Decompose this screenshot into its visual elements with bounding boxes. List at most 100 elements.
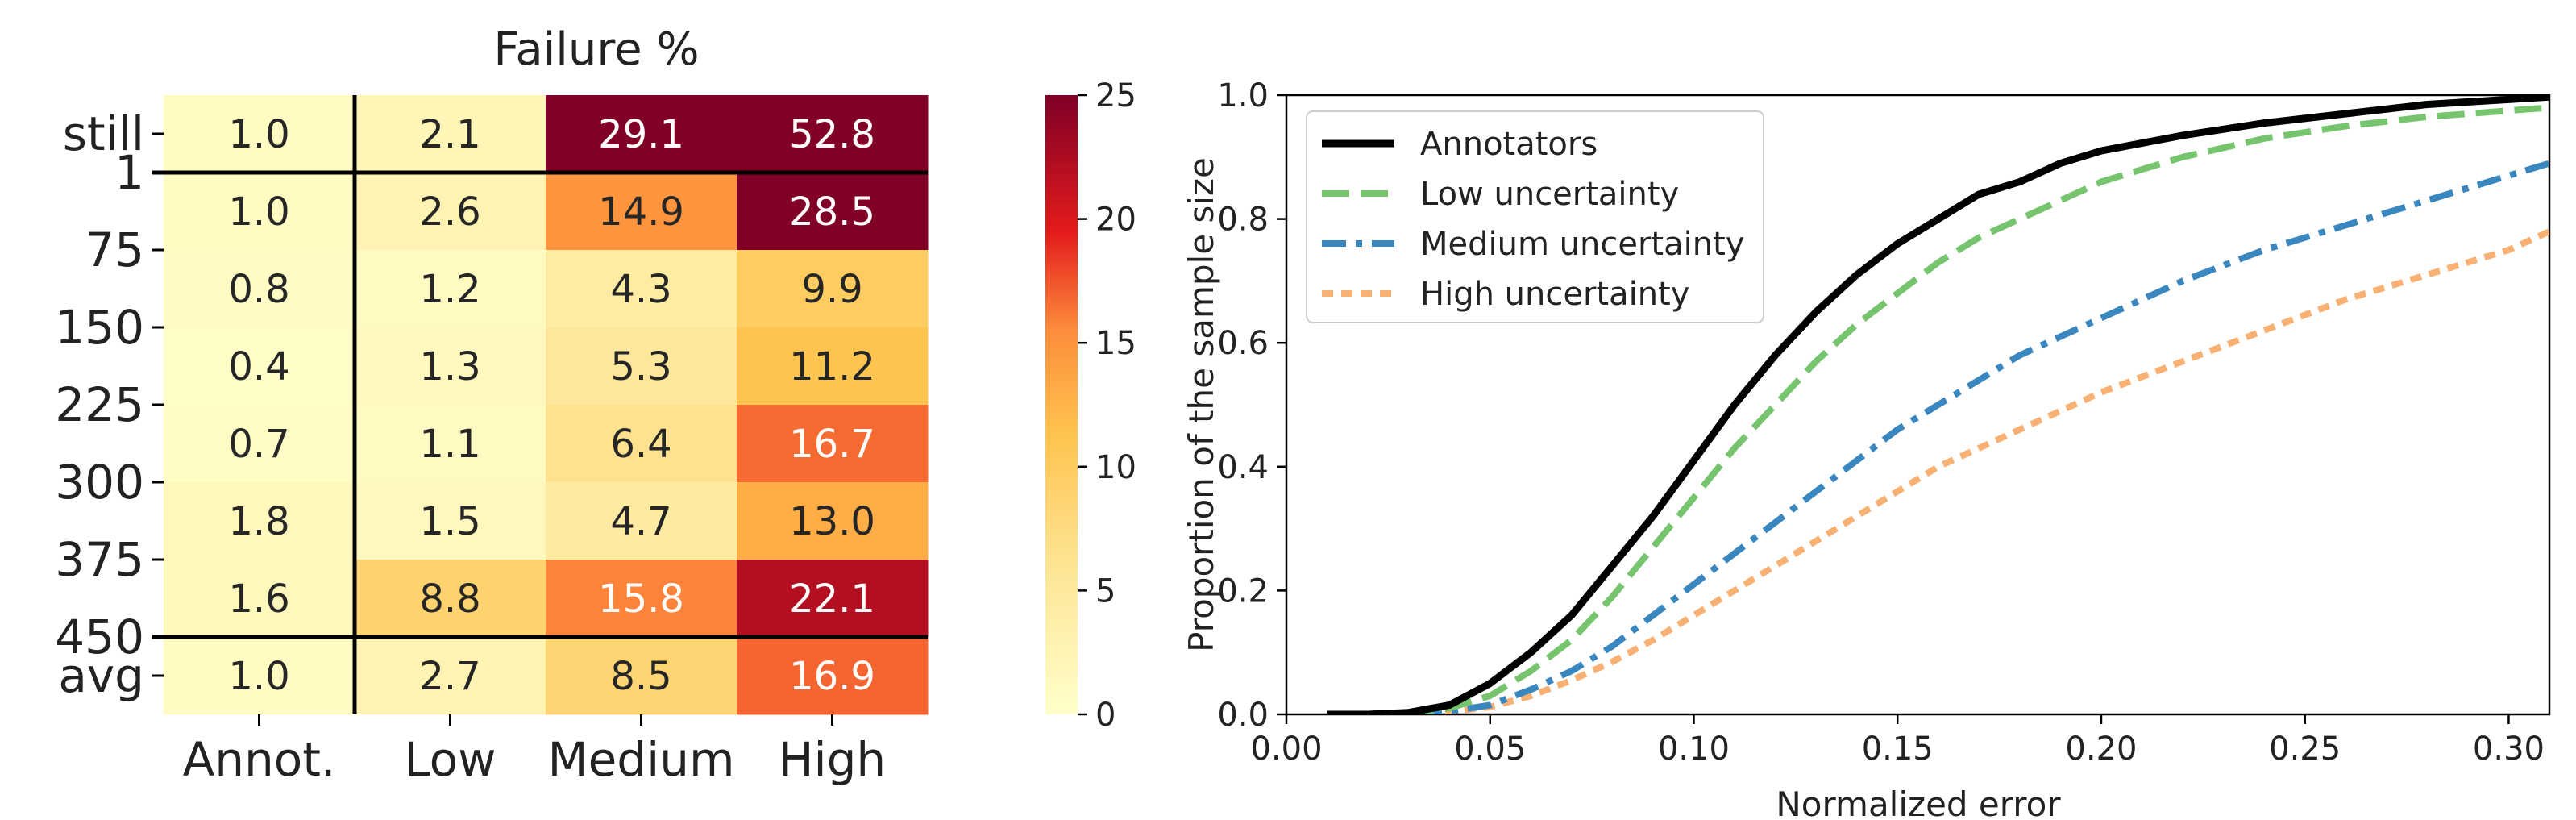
heatmap-title: Failure % — [493, 23, 699, 76]
heatmap-column-ticks: Annot. Low Medium High — [183, 714, 886, 787]
series-line-annotators — [1327, 95, 2549, 714]
heatmap-cell-label-r5-c0: 1.8 — [228, 499, 289, 544]
heatmap-cell-r1-c1 — [355, 173, 546, 251]
heatmap-cell-label-r3-c3: 11.2 — [789, 344, 875, 389]
heatmap-cell-r4-c2 — [546, 405, 737, 483]
y-tick-1.0: 1.0 — [1217, 77, 1269, 114]
heatmap-cell-r7-c1 — [355, 637, 546, 715]
legend-label-2: Medium uncertainty — [1420, 226, 1744, 263]
heatmap-cell-label-r2-c0: 0.8 — [228, 267, 289, 312]
heatmap-cell-r0-c0 — [164, 95, 355, 173]
colorbar-tick-15: 15 — [1095, 325, 1136, 362]
colorbar-tick-10: 10 — [1095, 449, 1136, 486]
heatmap-cell-r4-c3 — [737, 405, 929, 483]
x-tick-0.00: 0.00 — [1250, 731, 1322, 768]
heatmap-cell-r7-c2 — [546, 637, 737, 715]
heatmap-separators — [152, 95, 928, 714]
heatmap-cell-label-r1-c2: 14.9 — [598, 189, 684, 235]
heatmap-row-tick-150: 150 — [55, 300, 144, 355]
x-tick-0.20: 0.20 — [2065, 731, 2137, 768]
series-line-medium-uncertainty — [1368, 160, 2549, 714]
heatmap-row-tick-avg: avg — [58, 648, 144, 703]
heatmap-column-label-2: Medium — [548, 732, 735, 787]
heatmap-cell-label-r6-c1: 8.8 — [419, 576, 480, 622]
heatmap-cells — [164, 95, 929, 715]
heatmap-cell-label-r1-c1: 2.6 — [419, 189, 480, 235]
y-tick-0.2: 0.2 — [1217, 572, 1269, 610]
heatmap-cell-r2-c1 — [355, 250, 546, 328]
heatmap-cell-r7-c3 — [737, 637, 929, 715]
heatmap-cell-label-r5-c3: 13.0 — [789, 499, 875, 544]
line-chart: 0.00 0.05 0.10 0.15 0.20 0.25 0.30 0.00.20.40.… — [1182, 77, 2551, 820]
heatmap-cell-label-r4-c1: 1.1 — [419, 422, 480, 467]
colorbar-gradient — [1045, 95, 1078, 714]
heatmap-cell-label-r0-c1: 2.1 — [419, 112, 480, 157]
heatmap-row-tick-300: 300 — [55, 455, 144, 510]
x-tick-0.25: 0.25 — [2269, 731, 2341, 768]
heatmap-cell-r6-c2 — [546, 560, 737, 638]
x-tick-0.30: 0.30 — [2473, 731, 2545, 768]
heatmap-cell-r5-c3 — [737, 482, 929, 560]
heatmap-column-label-1: Low — [404, 732, 496, 787]
heatmap-cell-r3-c3 — [737, 327, 929, 406]
heatmap-cell-r2-c2 — [546, 250, 737, 328]
y-tick-0.6: 0.6 — [1217, 325, 1269, 362]
x-axis-label: Normalized error — [1776, 785, 2061, 820]
heatmap-cell-label-r7-c3: 16.9 — [789, 654, 875, 699]
heatmap-cell-label-r6-c3: 22.1 — [789, 576, 875, 622]
heatmap-cell-label-r2-c1: 1.2 — [419, 267, 480, 312]
heatmap-cell-label-r7-c0: 1.0 — [228, 654, 289, 699]
heatmap-cell-r1-c2 — [546, 173, 737, 251]
y-axis-label: Proportion of the sample size — [1182, 157, 1221, 652]
heatmap-cell-label-r0-c2: 29.1 — [598, 112, 684, 157]
heatmap-column-label-3: High — [779, 732, 886, 787]
heatmap-cell-r5-c2 — [546, 482, 737, 560]
heatmap-cell-r4-c0 — [164, 405, 355, 483]
heatmap-row-tick-75: 75 — [85, 223, 144, 277]
colorbar-tick-20: 20 — [1095, 202, 1136, 239]
heatmap-cell-r2-c3 — [737, 250, 929, 328]
heatmap-cell-r0-c2 — [546, 95, 737, 173]
heatmap-cell-label-r2-c2: 4.3 — [610, 267, 671, 312]
heatmap-cell-r4-c1 — [355, 405, 546, 483]
heatmap-cell-r1-c0 — [164, 173, 355, 251]
legend-label-1: Low uncertainty — [1420, 176, 1679, 213]
heatmap-cell-r6-c1 — [355, 560, 546, 638]
x-tick-0.05: 0.05 — [1454, 731, 1526, 768]
colorbar-tick-0: 0 — [1095, 697, 1116, 734]
series-lines — [1327, 95, 2549, 714]
colorbar: 0 5 10 15 20 25 — [1045, 77, 1136, 734]
heatmap-cell-r6-c3 — [737, 560, 929, 638]
heatmap-cell-label-r2-c3: 9.9 — [801, 267, 862, 312]
heatmap-cell-r2-c0 — [164, 250, 355, 328]
heatmap-cell-labels: 1.0 2.1 29.1 52.8 1.0 2.6 14.9 28.5 0.8 1.2 4.3 9.9… — [228, 112, 875, 699]
heatmap-row-tick-225: 225 — [55, 377, 144, 432]
legend-label-0: Annotators — [1420, 126, 1598, 163]
legend-items: Annotators Low uncertainty Medium uncertai… — [1322, 126, 1744, 313]
heatmap-cell-label-r6-c0: 1.6 — [228, 576, 289, 622]
heatmap-cell-label-r4-c0: 0.7 — [228, 422, 289, 467]
heatmap-cell-label-r1-c0: 1.0 — [228, 189, 289, 235]
y-tick-0.4: 0.4 — [1217, 449, 1269, 486]
heatmap-cell-label-r0-c3: 52.8 — [789, 112, 875, 157]
heatmap-cell-r3-c2 — [546, 327, 737, 406]
y-axis-ticks: 0.0 0.2 0.4 0.6 0.8 1.0 — [1217, 77, 1286, 734]
y-tick-0.8: 0.8 — [1217, 202, 1269, 239]
legend: Annotators Low uncertainty Medium uncertai… — [1306, 110, 1764, 323]
heatmap-row-tick-still: still — [63, 106, 144, 161]
heatmap-cell-r1-c3 — [737, 173, 929, 251]
colorbar-tick-25: 25 — [1095, 77, 1136, 114]
x-tick-0.15: 0.15 — [1862, 731, 1934, 768]
heatmap-chart: Failure % 1.0 2.1 29.1 52.8 1.0 2.6 14.9 28.5 0.… — [55, 23, 929, 787]
heatmap-cell-label-r7-c2: 8.5 — [610, 654, 671, 699]
heatmap-cell-label-r3-c2: 5.3 — [610, 344, 671, 389]
x-tick-0.10: 0.10 — [1658, 731, 1730, 768]
colorbar-tick-5: 5 — [1095, 572, 1116, 610]
heatmap-cell-r6-c0 — [164, 560, 355, 638]
series-line-high-uncertainty — [1368, 228, 2549, 714]
heatmap-cell-label-r1-c3: 28.5 — [789, 189, 875, 235]
series-line-low-uncertainty — [1367, 104, 2549, 714]
x-axis-ticks: 0.00 0.05 0.10 0.15 0.20 0.25 0.30 — [1250, 714, 2545, 768]
